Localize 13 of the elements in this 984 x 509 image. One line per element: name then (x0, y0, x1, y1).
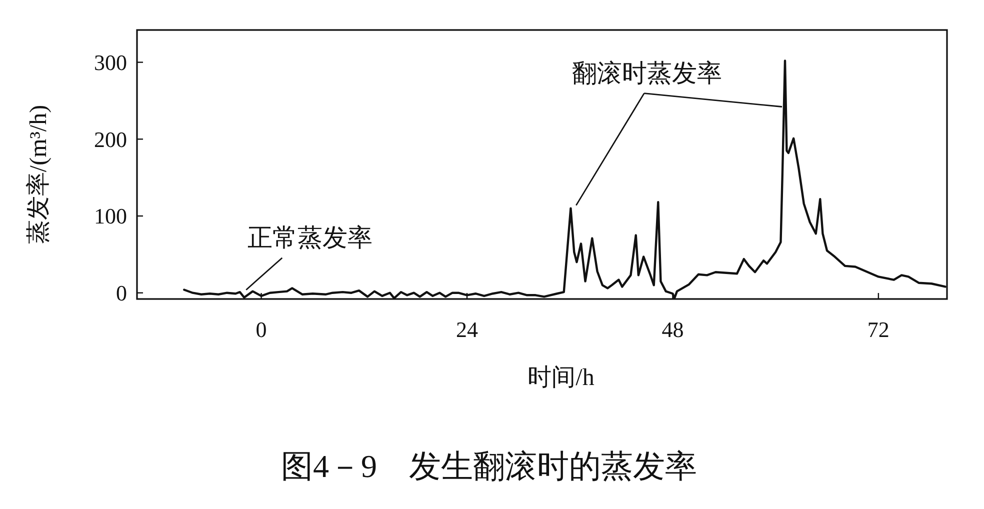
x-tick-label: 0 (256, 317, 267, 342)
x-tick-label: 48 (662, 317, 684, 342)
x-tick-label: 24 (456, 317, 478, 342)
annotation: 正常蒸发率 (248, 224, 373, 252)
text: 图4－9 发生翻滚时的蒸发率 (281, 448, 697, 484)
x-axis-title: 时间/h (528, 365, 594, 391)
y-tick-label: 300 (94, 50, 127, 75)
y-tick-label: 100 (94, 204, 127, 229)
y-tick-label: 200 (94, 126, 127, 152)
x-tick-label: 72 (867, 317, 890, 342)
annotation: 翻滚时蒸发率 (572, 59, 722, 88)
y-tick-label: 0 (116, 280, 127, 306)
y-axis-title: 蒸发率/(m³/h) (25, 104, 52, 244)
